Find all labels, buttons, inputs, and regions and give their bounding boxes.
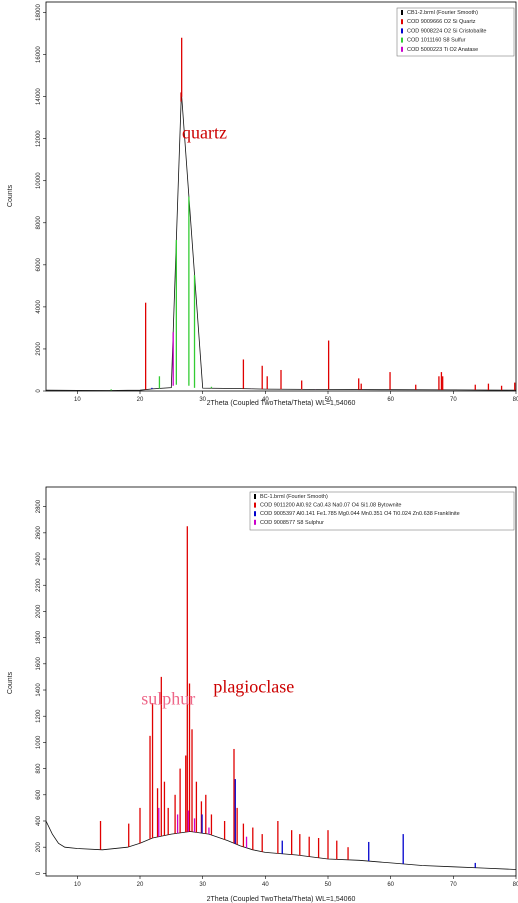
legend-swatch: [254, 494, 256, 499]
y-axis-label: Counts: [7, 671, 14, 694]
peaks-group: [110, 37, 516, 391]
y-tick-label: 16000: [36, 46, 42, 63]
annotation-quartz: quartz: [182, 123, 227, 143]
y-tick-label: 2000: [36, 342, 42, 356]
x-tick-label: 40: [262, 882, 269, 888]
x-tick-label: 60: [387, 882, 394, 888]
x-tick-label: 20: [137, 882, 144, 888]
legend-label: COD 9005397 Al0.141 Fe1.785 Mg0.044 Mn0.…: [260, 511, 460, 517]
y-tick-label: 1800: [36, 630, 42, 644]
legend-swatch: [401, 28, 403, 34]
legend-entries: BC-1.brml (Fourier Smooth) COD 9011200 Al…: [254, 494, 460, 526]
x-tick-label: 20: [137, 397, 144, 403]
y-tick-label: 8000: [36, 215, 42, 229]
legend-box: [249, 491, 515, 531]
legend-entries: CB1-2.brml (Fourier Smooth) COD 9009666 O…: [401, 10, 486, 53]
y-tick-label: 2600: [36, 525, 42, 539]
y-tick-label: 800: [36, 763, 42, 774]
y-tick-label: 1200: [36, 709, 42, 723]
legend-swatch: [401, 46, 403, 52]
x-tick-label: 40: [262, 397, 269, 403]
x-axis-ticks: 10 20 30 40 50 60 70 80: [74, 876, 518, 888]
y-tick-label: 1400: [36, 683, 42, 697]
legend-swatch: [254, 519, 256, 525]
x-tick-label: 50: [325, 397, 332, 403]
x-tick-label: 80: [513, 397, 518, 403]
y-tick-label: 2000: [36, 604, 42, 618]
legend: CB1-2.brml (Fourier Smooth) COD 9009666 O…: [396, 7, 515, 57]
y-tick-label: 6000: [36, 257, 42, 271]
legend-label: CB1-2.brml (Fourier Smooth): [407, 10, 478, 16]
y-tick-label: 4000: [36, 300, 42, 314]
plot-frame: [45, 1, 517, 392]
y-tick-label: 0: [36, 389, 42, 393]
y-tick-label: 18000: [36, 3, 42, 20]
x-tick-label: 70: [450, 882, 457, 888]
y-tick-label: 1000: [36, 735, 42, 749]
pattern-line: [45, 820, 517, 870]
y-tick-label: 14000: [36, 88, 42, 105]
y-axis-ticks: 0 200 400 600 800 1000 1200 1400 1600 1800 2000 220…: [36, 499, 46, 875]
y-tick-label: 2800: [36, 499, 42, 513]
x-axis-label: 2Theta (Coupled TwoTheta/Theta) WL=1,540…: [207, 896, 356, 903]
legend-box: [396, 7, 515, 57]
legend-label: COD 9008577 S8 Sulphur: [260, 520, 324, 526]
legend-swatch: [254, 511, 256, 517]
y-tick-label: 2400: [36, 552, 42, 566]
annotation-sulphur: sulphur: [141, 688, 195, 708]
y-tick-label: 10000: [36, 172, 42, 189]
legend: BC-1.brml (Fourier Smooth) COD 9011200 Al…: [249, 491, 515, 531]
y-tick-label: 12000: [36, 130, 42, 147]
annotation-plagioclase: plagioclase: [213, 677, 294, 697]
y-tick-label: 600: [36, 789, 42, 800]
y-tick-label: 1600: [36, 656, 42, 670]
plot-frame: [45, 486, 517, 877]
x-tick-label: 10: [74, 397, 81, 403]
y-tick-label: 200: [36, 842, 42, 853]
annotations: sulphur plagioclase: [141, 677, 294, 709]
x-tick-label: 70: [450, 397, 457, 403]
x-tick-label: 30: [199, 397, 206, 403]
x-tick-label: 50: [325, 882, 332, 888]
x-tick-label: 80: [513, 882, 518, 888]
x-tick-label: 10: [74, 882, 81, 888]
legend-swatch: [254, 502, 256, 508]
legend-label: BC-1.brml (Fourier Smooth): [260, 494, 328, 500]
x-axis-label: 2Theta (Coupled TwoTheta/Theta) WL=1,540…: [207, 400, 356, 407]
pattern-series-group: [45, 820, 517, 870]
pattern-series-group: [45, 92, 517, 391]
y-tick-label: 400: [36, 815, 42, 826]
x-axis-ticks: 10 20 30 40 50 60 70 80: [74, 391, 518, 403]
legend-label: COD 1011160 S8 Sulfur: [407, 38, 466, 44]
legend-swatch: [401, 10, 403, 15]
legend-label: COD 9009666 O2 Si Quartz: [407, 19, 476, 25]
y-axis-label: Counts: [7, 184, 14, 207]
xrd-chart-plagioclase: 10 20 30 40 50 60 70 80 0 200 400 600 800 1000 1200 14…: [7, 486, 518, 903]
legend-swatch: [401, 37, 403, 43]
pattern-line: [45, 92, 517, 391]
y-tick-label: 2200: [36, 578, 42, 592]
peaks-group: [99, 526, 476, 868]
xrd-chart-quartz: 10 20 30 40 50 60 70 80 0 2000 4000 6000 8000 10000 1…: [7, 1, 518, 407]
y-tick-label: 0: [36, 871, 42, 875]
legend-label: COD 9011200 Al0.92 Ca0.43 Na0.07 O4 Si1.…: [260, 503, 401, 509]
y-axis-ticks: 0 2000 4000 6000 8000 10000 12000 14000 16000 180…: [36, 3, 46, 393]
x-tick-label: 60: [387, 397, 394, 403]
legend-label: COD 5000223 Ti O2 Anatase: [407, 47, 478, 53]
legend-swatch: [401, 19, 403, 25]
x-tick-label: 30: [199, 882, 206, 888]
legend-label: COD 9008224 O2 Si Cristobalite: [407, 28, 486, 34]
